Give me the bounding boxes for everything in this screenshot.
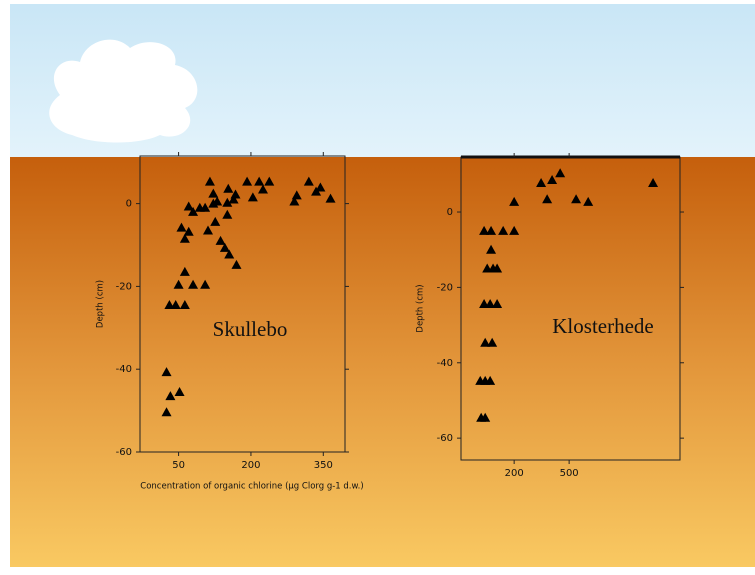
chart-annotation: Skullebo [213, 317, 288, 341]
soil [10, 157, 755, 567]
y-axis-label: Depth (cm) [96, 280, 106, 328]
y-tick-label: -60 [437, 433, 453, 444]
scene: 0 -20 -40 -60 50 200 350 Depth (cm) Concentratio… [0, 0, 755, 571]
x-tick-label: 200 [241, 460, 260, 471]
y-tick-label: -40 [437, 358, 453, 369]
y-tick-label: -40 [116, 364, 132, 375]
y-tick-label: -20 [437, 282, 453, 293]
chart-annotation: Klosterhede [552, 314, 653, 338]
x-axis-label: Concentration of organic chlorine (µg Cl… [140, 482, 363, 492]
y-tick-label: 0 [126, 199, 132, 210]
x-tick-label: 350 [314, 460, 333, 471]
x-tick-label: 500 [560, 468, 579, 479]
y-tick-label: 0 [447, 207, 453, 218]
y-tick-label: -60 [116, 447, 132, 458]
y-tick-label: -20 [116, 281, 132, 292]
page: {"chart_data": [ {"type": "scatter", "an… [0, 0, 755, 571]
x-tick-label: 50 [172, 460, 185, 471]
y-axis-label: Depth (cm) [416, 284, 426, 332]
x-tick-label: 200 [505, 468, 524, 479]
